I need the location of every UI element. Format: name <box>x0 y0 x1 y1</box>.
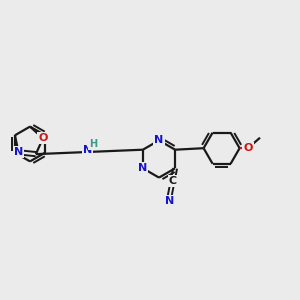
Text: O: O <box>243 143 253 153</box>
Text: N: N <box>14 147 23 157</box>
Text: N: N <box>138 163 148 173</box>
Text: O: O <box>38 133 48 143</box>
Text: N: N <box>83 146 92 155</box>
Text: H: H <box>89 140 97 149</box>
Text: C: C <box>169 176 177 186</box>
Text: N: N <box>154 135 164 146</box>
Text: N: N <box>165 196 174 206</box>
